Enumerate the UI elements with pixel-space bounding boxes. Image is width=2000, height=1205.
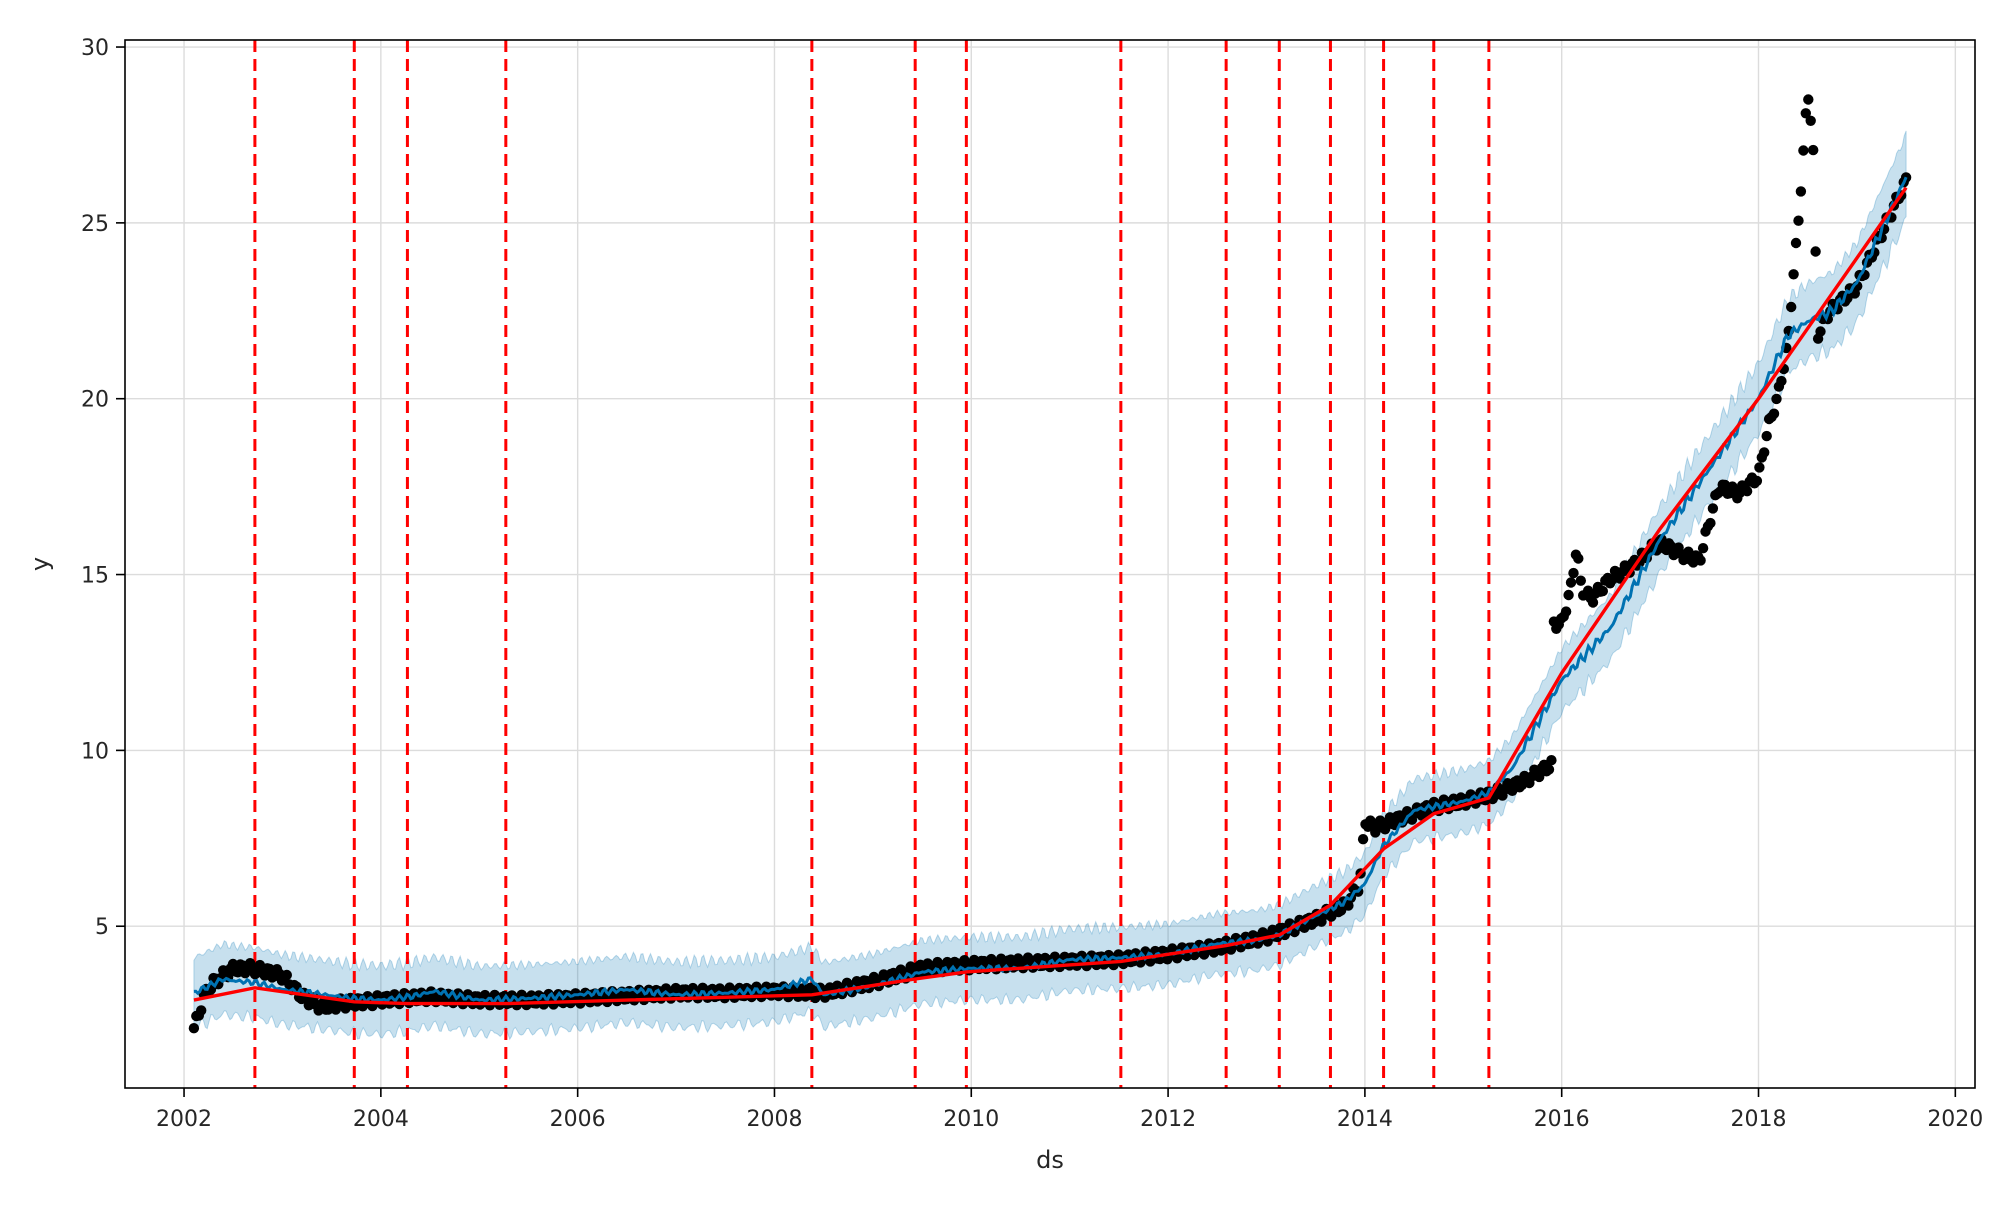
forecast-line — [193, 176, 1908, 1005]
axis-ticks-layer: 2002 2004 2006 2008 2010 2012 2014 2016 2018 2020… — [81, 36, 1983, 1132]
observed-point — [1788, 269, 1799, 280]
y-tick-label: 10 — [81, 739, 109, 764]
observed-point — [1795, 186, 1807, 197]
observed-point — [1803, 94, 1814, 105]
x-tick-label: 2018 — [1731, 1107, 1787, 1132]
observed-point — [1705, 517, 1716, 529]
observed-point — [1776, 375, 1787, 387]
observed-point — [1575, 575, 1587, 586]
observed-point — [1793, 215, 1804, 226]
observed-point — [1805, 115, 1816, 127]
observed-point — [281, 969, 292, 981]
observed-point — [1786, 301, 1797, 313]
y-axis-label: y — [26, 557, 54, 571]
observed-point — [1560, 606, 1572, 617]
x-tick-label: 2010 — [943, 1107, 999, 1132]
trend-line-layer — [193, 186, 1908, 1006]
observed-point — [1695, 555, 1706, 566]
x-tick-label: 2014 — [1337, 1107, 1393, 1132]
observed-point — [1810, 246, 1821, 257]
y-tick-label: 20 — [81, 388, 109, 413]
observed-point — [1587, 597, 1599, 608]
x-tick-label: 2020 — [1927, 1107, 1983, 1132]
observed-point — [188, 1022, 200, 1034]
observed-point — [1768, 408, 1780, 419]
observed-point — [1543, 764, 1555, 775]
x-tick-label: 2008 — [746, 1107, 802, 1132]
observed-point — [1546, 755, 1557, 766]
y-tick-label: 30 — [81, 36, 109, 61]
x-tick-label: 2004 — [353, 1107, 409, 1132]
uncertainty-band-layer — [193, 130, 1907, 1041]
observed-point — [1790, 237, 1802, 249]
observed-point — [1568, 567, 1579, 579]
observed-point — [1798, 145, 1809, 156]
trend-line — [193, 186, 1908, 1006]
observed-point — [1597, 585, 1609, 597]
x-tick-label: 2012 — [1140, 1107, 1196, 1132]
observed-point — [1697, 543, 1709, 554]
observed-point — [1815, 326, 1826, 337]
uncertainty-band — [193, 130, 1907, 1041]
observed-point — [1761, 430, 1772, 442]
observed-point — [1357, 834, 1369, 845]
observed-point — [1759, 447, 1770, 458]
changepoint-layer — [253, 40, 1491, 1088]
x-tick-label: 2002 — [156, 1107, 212, 1132]
forecast-line-layer — [193, 176, 1908, 1005]
observed-point — [1771, 393, 1782, 405]
y-tick-label: 25 — [81, 212, 109, 237]
observed-point — [1754, 462, 1765, 473]
observed-point — [1343, 900, 1354, 911]
x-tick-label: 2016 — [1534, 1107, 1590, 1132]
observed-point — [1563, 589, 1574, 601]
observed-point — [1565, 577, 1577, 588]
observed-point — [1534, 771, 1545, 783]
observed-point — [1800, 108, 1812, 119]
y-tick-label: 15 — [81, 564, 109, 589]
observed-point — [350, 1001, 361, 1012]
observed-point — [1751, 475, 1763, 487]
observed-point — [196, 1005, 207, 1016]
observed-point — [1808, 144, 1819, 156]
observed-point — [1741, 486, 1753, 497]
grid-layer — [125, 40, 1975, 1088]
x-axis-label: ds — [1036, 1146, 1064, 1174]
observed-point — [1573, 553, 1584, 564]
observed-point — [1707, 503, 1719, 514]
y-tick-label: 5 — [95, 915, 109, 940]
plot-area-frame — [124, 39, 1976, 1089]
x-tick-label: 2006 — [550, 1107, 606, 1132]
